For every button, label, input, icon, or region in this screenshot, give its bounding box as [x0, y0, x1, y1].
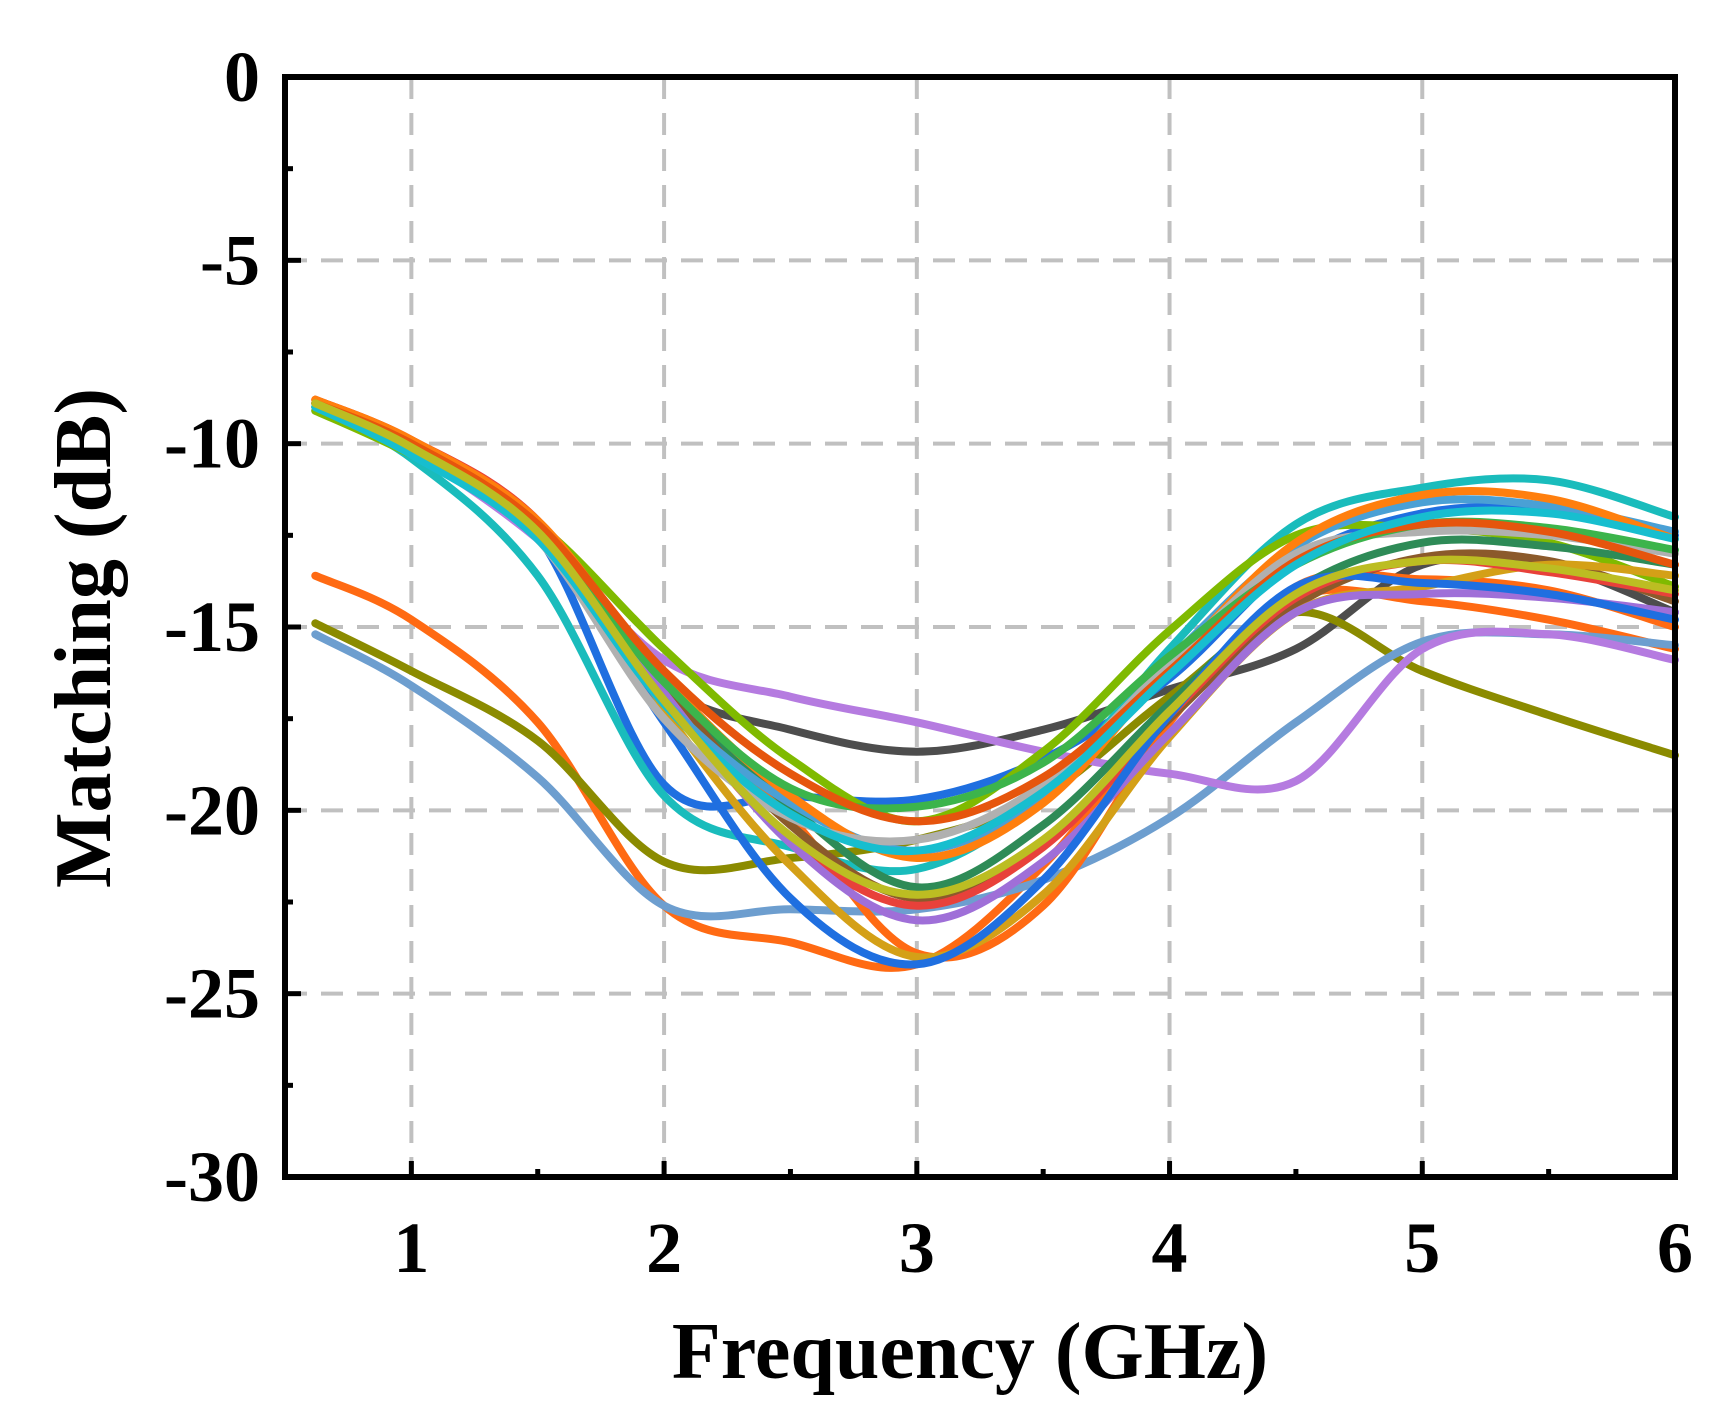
x-tick-label: 4 — [1152, 1208, 1188, 1288]
series-line-s20 — [311, 399, 1679, 826]
y-tick-labels: 0 -5 -10 -15 -20 -25 -30 — [164, 37, 260, 1217]
y-tick-label: -5 — [200, 220, 260, 300]
y-tick-label: -25 — [164, 954, 260, 1034]
x-tick-label: 1 — [393, 1208, 429, 1288]
y-tick-label: -30 — [164, 1137, 260, 1217]
x-tick-label: 3 — [899, 1208, 935, 1288]
series-line-s4 — [311, 628, 1679, 921]
x-tick-label: 2 — [646, 1208, 682, 1288]
series-line-s21 — [311, 403, 1679, 856]
y-tick-label: -10 — [164, 404, 260, 484]
series-lines — [311, 395, 1679, 972]
series-line-s22 — [311, 399, 1679, 899]
grid-lines — [285, 77, 1675, 1177]
x-tick-labels: 1 2 3 4 5 6 — [393, 1208, 1693, 1288]
x-tick-label: 6 — [1657, 1208, 1693, 1288]
y-tick-label: -15 — [164, 587, 260, 667]
series-line-s2 — [311, 571, 1679, 972]
axis-ticks — [285, 74, 1552, 1180]
y-tick-label: 0 — [224, 37, 260, 117]
y-axis-label: Matching (dB) — [40, 388, 128, 888]
x-axis-label: Frequency (GHz) — [672, 1308, 1268, 1396]
y-tick-label: -20 — [164, 770, 260, 850]
x-tick-label: 5 — [1404, 1208, 1440, 1288]
